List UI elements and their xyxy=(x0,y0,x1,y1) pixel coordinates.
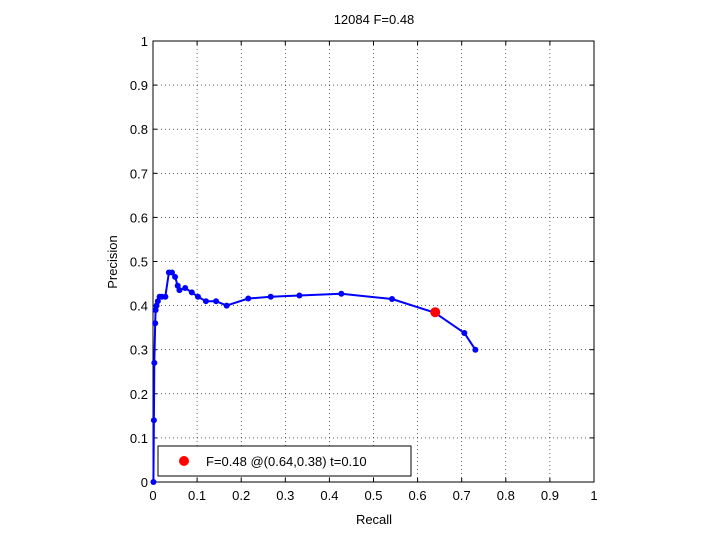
y-tick-label: 0 xyxy=(141,475,148,490)
data-point xyxy=(223,302,230,309)
legend-box xyxy=(157,445,412,477)
y-tick-label: 0.9 xyxy=(130,78,148,93)
chart-title: 12084 F=0.48 xyxy=(334,12,415,27)
y-tick-label: 0.1 xyxy=(130,431,148,446)
axis-ticks: 0 0.1 0.2 0.3 0.4 0.5 0.6 0.7 0.8 0.9 1 0 0.1 0.2 0.3 0… xyxy=(130,34,598,503)
legend-marker xyxy=(179,456,189,466)
data-point xyxy=(296,292,303,299)
data-point xyxy=(188,289,195,296)
data-point xyxy=(338,290,345,297)
x-tick-label: 0.3 xyxy=(276,488,294,503)
y-axis-label: Precision xyxy=(105,235,120,288)
x-axis-label: Recall xyxy=(356,512,392,527)
x-tick-label: 0.6 xyxy=(409,488,427,503)
x-tick-label: 0.4 xyxy=(320,488,338,503)
x-tick-label: 0.7 xyxy=(453,488,471,503)
y-tick-label: 1 xyxy=(141,34,148,49)
x-tick-label: 0 xyxy=(149,488,156,503)
x-tick-label: 0.2 xyxy=(232,488,250,503)
data-point xyxy=(213,298,220,305)
x-tick-label: 0.5 xyxy=(364,488,382,503)
x-tick-label: 1 xyxy=(590,488,597,503)
data-point xyxy=(182,284,189,291)
data-point xyxy=(202,298,209,305)
y-tick-label: 0.7 xyxy=(130,166,148,181)
data-point xyxy=(150,479,157,485)
data-layer xyxy=(150,269,479,485)
y-tick-label: 0.3 xyxy=(130,343,148,358)
x-tick-label: 0.8 xyxy=(497,488,515,503)
y-tick-label: 0.4 xyxy=(130,299,148,314)
y-tick-label: 0.6 xyxy=(130,210,148,225)
legend-label: F=0.48 @(0.64,0.38) t=0.10 xyxy=(206,454,367,469)
x-tick-label: 0.1 xyxy=(188,488,206,503)
data-point xyxy=(151,359,158,366)
data-point xyxy=(152,320,159,327)
data-point xyxy=(245,295,252,302)
legend: F=0.48 @(0.64,0.38) t=0.10 xyxy=(157,445,412,477)
data-point xyxy=(150,417,157,424)
data-point xyxy=(162,293,169,300)
x-tick-label: 0.9 xyxy=(541,488,559,503)
data-point xyxy=(461,329,468,336)
data-point xyxy=(194,293,201,300)
data-point xyxy=(168,269,175,276)
data-point xyxy=(472,346,479,353)
y-tick-label: 0.2 xyxy=(130,387,148,402)
best-f-point xyxy=(430,307,441,318)
y-tick-label: 0.8 xyxy=(130,122,148,137)
data-point xyxy=(389,295,396,302)
y-tick-label: 0.5 xyxy=(130,255,148,270)
data-point xyxy=(172,273,179,280)
data-point xyxy=(176,287,183,294)
grid-lines xyxy=(153,41,594,482)
data-point xyxy=(267,293,274,300)
